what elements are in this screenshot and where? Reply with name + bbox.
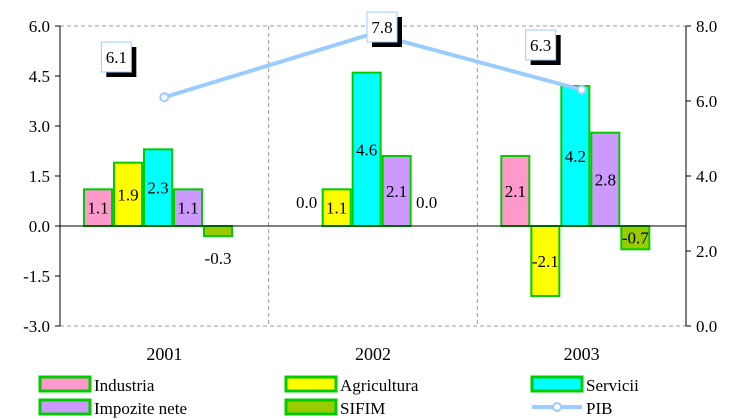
legend-swatch (530, 375, 584, 393)
pib-value-label: 6.1 (106, 48, 127, 67)
bar-value-label: 4.6 (356, 140, 377, 159)
pib-value-label: 7.8 (371, 18, 392, 37)
pib-label-box (525, 29, 557, 61)
bar-value-label: 2.3 (147, 179, 168, 198)
y-tick-label-left: -3.0 (23, 317, 50, 336)
legend-swatch (38, 375, 92, 393)
bar-value-label: 2.8 (595, 170, 616, 189)
bar-value-label: 1.1 (177, 199, 198, 218)
bar-servicii-2002 (351, 71, 382, 227)
bar-value-label: 0.0 (416, 193, 437, 212)
legend-swatch (38, 398, 92, 416)
legend-label: SIFIM (340, 399, 385, 418)
y-tick-label-left: 6.0 (29, 17, 50, 36)
bar-impozite-nete-2002 (381, 155, 412, 227)
bar-group (83, 71, 651, 297)
bar-value-label: 1.1 (87, 199, 108, 218)
bar-value-label: 4.2 (565, 147, 586, 166)
x-category-label: 2002 (355, 344, 391, 364)
y-tick-label-right: 4.0 (696, 167, 717, 186)
bar-value-label: -2.1 (532, 252, 559, 271)
legend-label: Impozite nete (94, 399, 187, 418)
bar-value-label: 2.1 (505, 182, 526, 201)
axes: -3.0 -1.5 0.0 1.5 3.0 4.5 6.0 0.0 2.0 4.0 6.0 8.0 20… (23, 17, 717, 364)
bar-agricultura-2002 (321, 188, 352, 227)
pib-line-point (159, 92, 170, 103)
x-category-label: 2003 (564, 344, 600, 364)
y-tick-label-left: 0.0 (29, 217, 50, 236)
data-labels: 1.1 1.9 2.3 1.1 -0.3 0.0 1.1 4.6 2.1 0.0 2.1 -2.1 4.… (87, 11, 649, 271)
legend-label: Industria (94, 376, 155, 395)
bar-servicii-2001 (143, 148, 173, 227)
y-tick-label-right: 8.0 (696, 17, 717, 36)
legend-label: Servicii (586, 376, 639, 395)
pib-value-label: 6.3 (530, 36, 551, 55)
y-tick-label-left: 4.5 (29, 67, 50, 86)
bar-impozite-nete-2001 (173, 188, 203, 227)
y-tick-label-right: 0.0 (696, 317, 717, 336)
bar-value-label: -0.7 (622, 229, 649, 248)
pib-label-box (366, 11, 398, 43)
legend: Industria Agricultura Servicii Impozite net… (38, 375, 639, 418)
y-tick-label-right: 2.0 (696, 242, 717, 261)
legend-swatch (284, 375, 338, 393)
pib-label-box (100, 41, 132, 73)
legend-swatch (284, 398, 338, 416)
bar-value-label: 1.9 (117, 185, 138, 204)
bar-value-label: -0.3 (205, 249, 232, 268)
legend-swatch-marker (552, 402, 562, 412)
pib-line-point (576, 84, 587, 95)
y-tick-label-left: 1.5 (29, 167, 50, 186)
y-tick-label-left: -1.5 (23, 267, 50, 286)
bar-agricultura-2003 (530, 225, 561, 297)
bar-value-label: 0.0 (296, 193, 317, 212)
legend-label: PIB (586, 399, 612, 418)
bar-agricultura-2001 (113, 161, 143, 228)
plot-area (60, 25, 686, 327)
y-tick-label-left: 3.0 (29, 117, 50, 136)
x-category-label: 2001 (146, 344, 182, 364)
bar-value-label: 1.1 (326, 199, 347, 218)
legend-label: Agricultura (340, 376, 419, 395)
bar-sifim-2001 (203, 225, 233, 237)
y-tick-label-right: 6.0 (696, 92, 717, 111)
bar-value-label: 2.1 (386, 182, 407, 201)
